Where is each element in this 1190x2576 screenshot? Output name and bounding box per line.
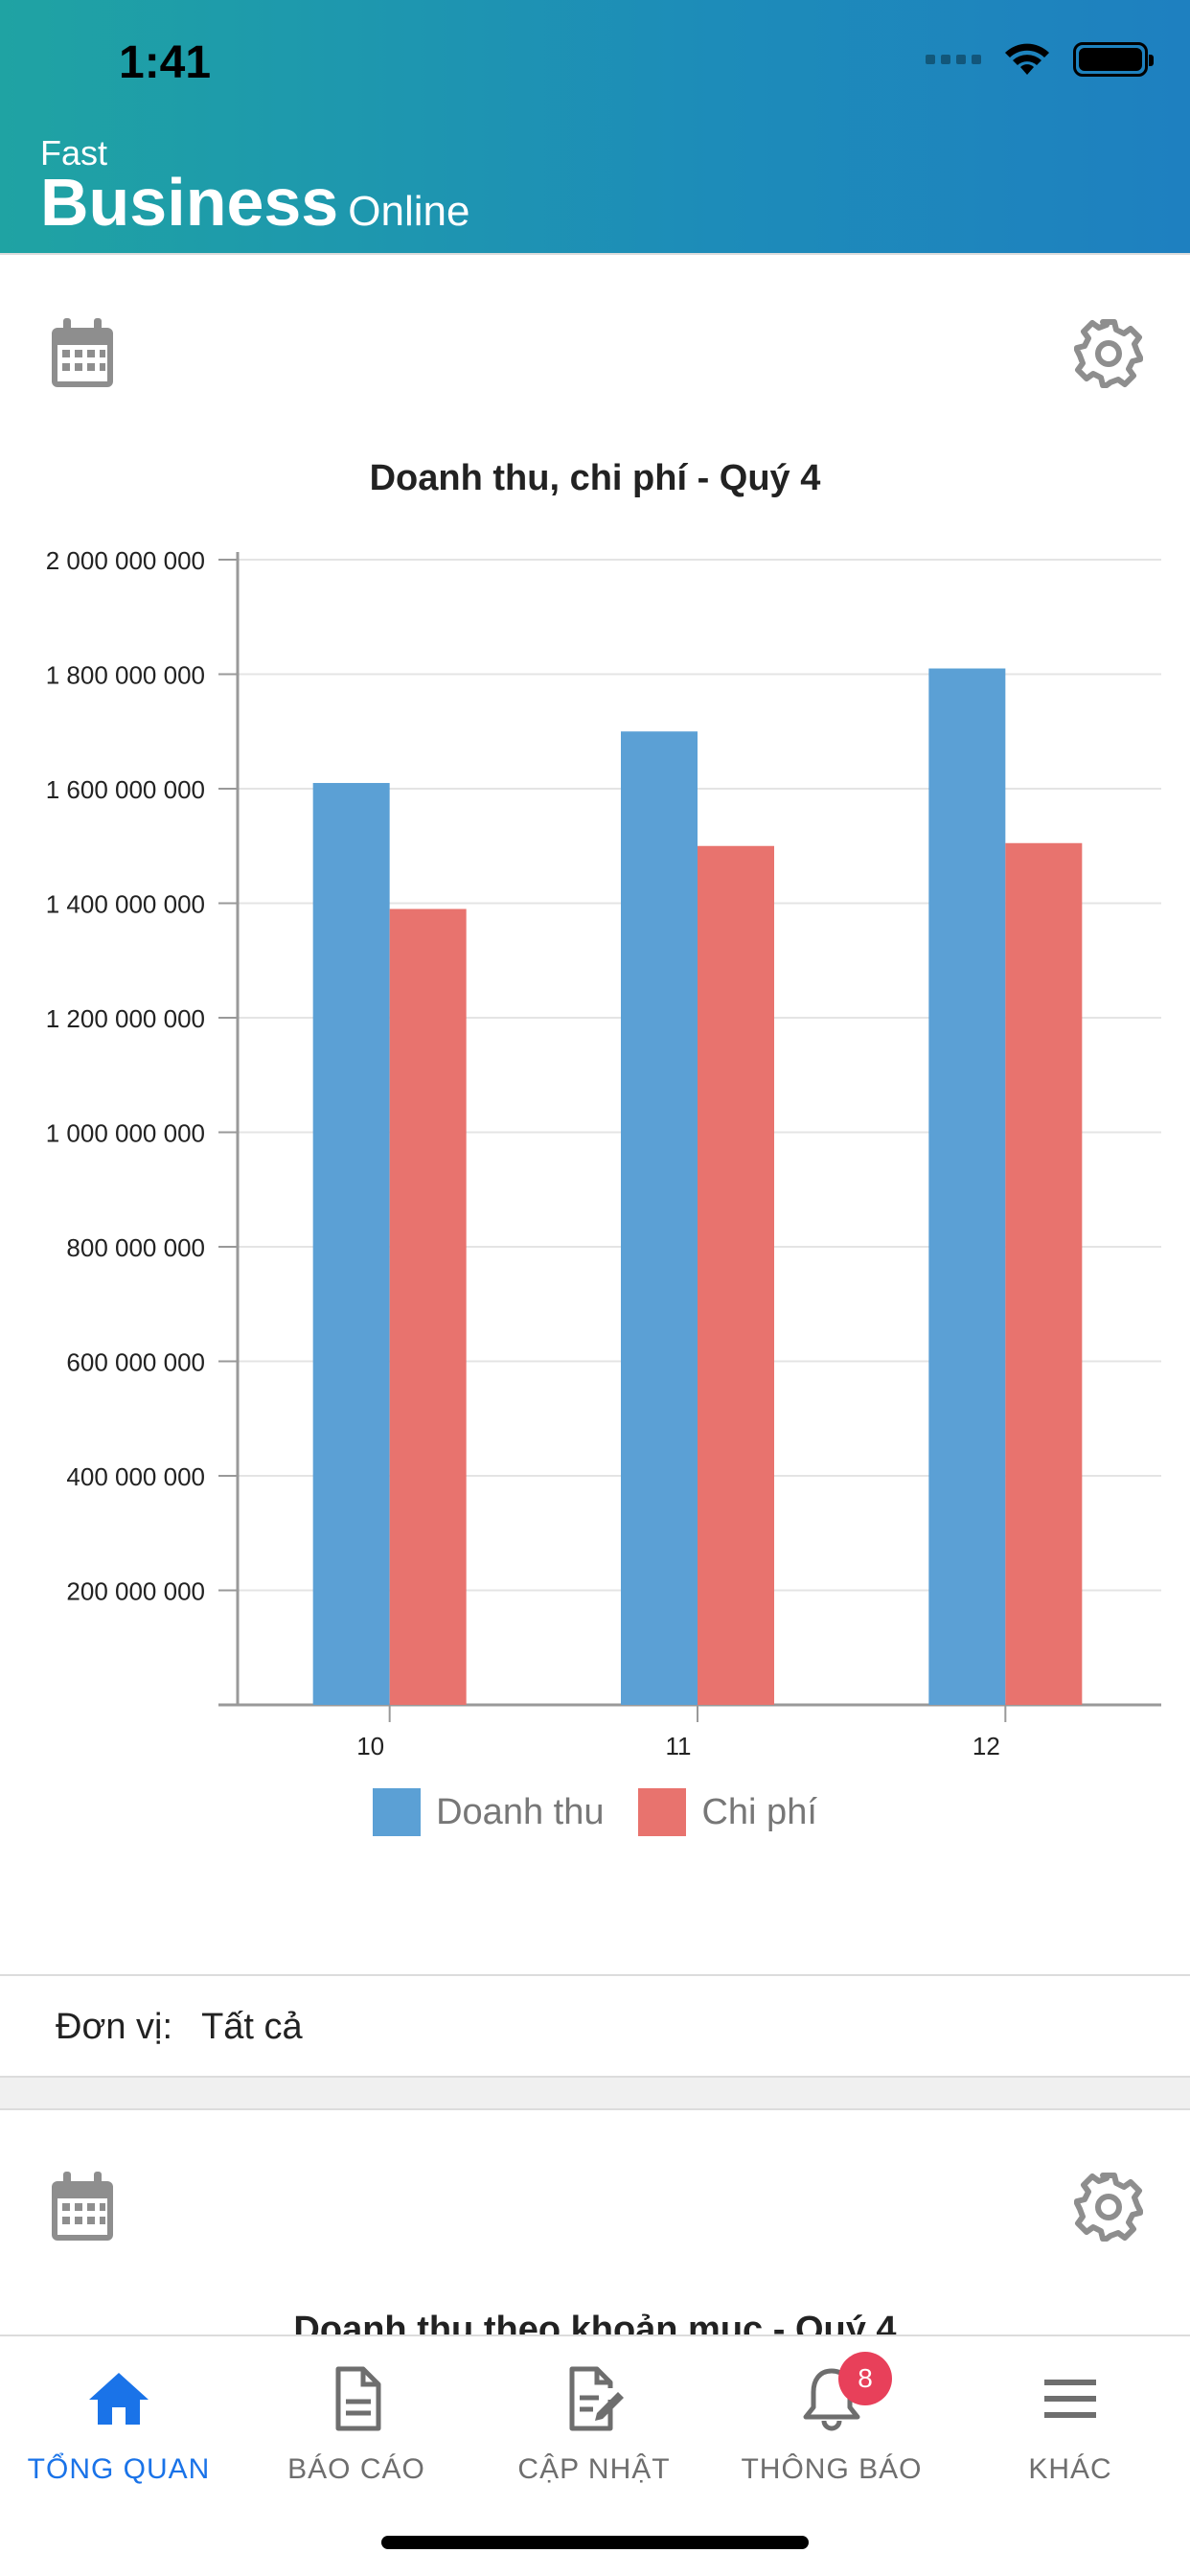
bar-doanh-thu-10 — [312, 783, 390, 1705]
y-tick-label: 1 200 000 000 — [46, 1004, 205, 1033]
legend-label: Doanh thu — [436, 1791, 605, 1832]
y-tick-label: 1 000 000 000 — [46, 1119, 205, 1148]
unit-label: Đơn vị: — [56, 2006, 173, 2047]
logo-business: Business — [40, 165, 339, 240]
nav-label: KHÁC — [1028, 2453, 1112, 2485]
document-icon — [335, 2366, 381, 2431]
unit-value[interactable]: Tất cả — [201, 2006, 303, 2047]
y-tick-label: 1 400 000 000 — [46, 890, 205, 919]
notification-badge: 8 — [838, 2352, 892, 2405]
home-indicator — [381, 2536, 809, 2549]
x-tick-label: 10 — [356, 1732, 384, 1760]
gear-icon[interactable] — [1073, 318, 1144, 389]
bar-doanh-thu-12 — [928, 668, 1006, 1705]
bar-chi-phi-12 — [1005, 842, 1083, 1705]
legend-item[interactable]: Doanh thu — [373, 1788, 604, 1836]
calendar-icon[interactable] — [50, 318, 115, 389]
nav-item-bao-cao[interactable]: BÁO CÁO — [238, 2365, 475, 2486]
y-tick-label: 2 000 000 000 — [46, 546, 205, 575]
home-icon — [89, 2373, 149, 2425]
chart-legend: Doanh thu Chi phí — [0, 1788, 1190, 1836]
signal-icon — [926, 55, 981, 64]
nav-label: BÁO CÁO — [287, 2453, 425, 2485]
y-tick-label: 200 000 000 — [66, 1577, 205, 1606]
logo-fast: Fast — [40, 133, 108, 172]
wifi-icon — [1005, 43, 1049, 75]
x-tick-label: 11 — [666, 1732, 692, 1760]
y-tick-label: 600 000 000 — [66, 1348, 205, 1377]
legend-item[interactable]: Chi phí — [638, 1788, 817, 1836]
app-header: 1:41 Fast Business Online — [0, 0, 1190, 253]
status-time: 1:41 — [119, 37, 212, 88]
bar-doanh-thu-11 — [621, 731, 698, 1705]
chart-card-revenue-cost: Doanh thu, chi phí - Quý 4 200 000 000 40… — [0, 253, 1190, 2078]
nav-item-tong-quan[interactable]: TỔNG QUAN — [0, 2365, 238, 2486]
nav-item-cap-nhat[interactable]: CẬP NHẬT — [475, 2365, 713, 2486]
bar-chi-phi-11 — [698, 845, 774, 1705]
chart-title: Doanh thu, chi phí - Quý 4 — [369, 458, 821, 498]
legend-swatch — [638, 1788, 687, 1836]
nav-label: TỔNG QUAN — [27, 2453, 211, 2485]
logo-online: Online — [348, 188, 470, 235]
nav-item-thong-bao[interactable]: 8 THÔNG BÁO — [713, 2352, 950, 2486]
y-tick-label: 1 800 000 000 — [46, 661, 205, 690]
edit-document-icon — [569, 2366, 624, 2431]
battery-icon — [1073, 42, 1154, 77]
unit-filter-row[interactable]: Đơn vị: Tất cả — [0, 1974, 1190, 2078]
y-tick-label: 1 600 000 000 — [46, 775, 205, 804]
nav-item-khac[interactable]: KHÁC — [950, 2365, 1190, 2486]
gear-icon[interactable] — [1073, 2172, 1144, 2242]
bar-chi-phi-10 — [389, 908, 467, 1705]
y-tick-label: 400 000 000 — [66, 1462, 205, 1491]
status-icons — [926, 42, 1154, 77]
legend-label: Chi phí — [701, 1791, 817, 1832]
bar-chart: 200 000 000 400 000 000 600 000 000 800 000… — [46, 546, 1161, 1760]
app-logo: Fast Business Online — [40, 133, 470, 240]
menu-icon — [1044, 2380, 1096, 2418]
nav-label: THÔNG BÁO — [741, 2453, 923, 2485]
x-tick-label: 12 — [973, 1732, 1000, 1760]
legend-swatch — [373, 1788, 422, 1836]
y-tick-label: 800 000 000 — [66, 1233, 205, 1262]
nav-label: CẬP NHẬT — [517, 2453, 671, 2485]
calendar-icon[interactable] — [50, 2172, 115, 2242]
